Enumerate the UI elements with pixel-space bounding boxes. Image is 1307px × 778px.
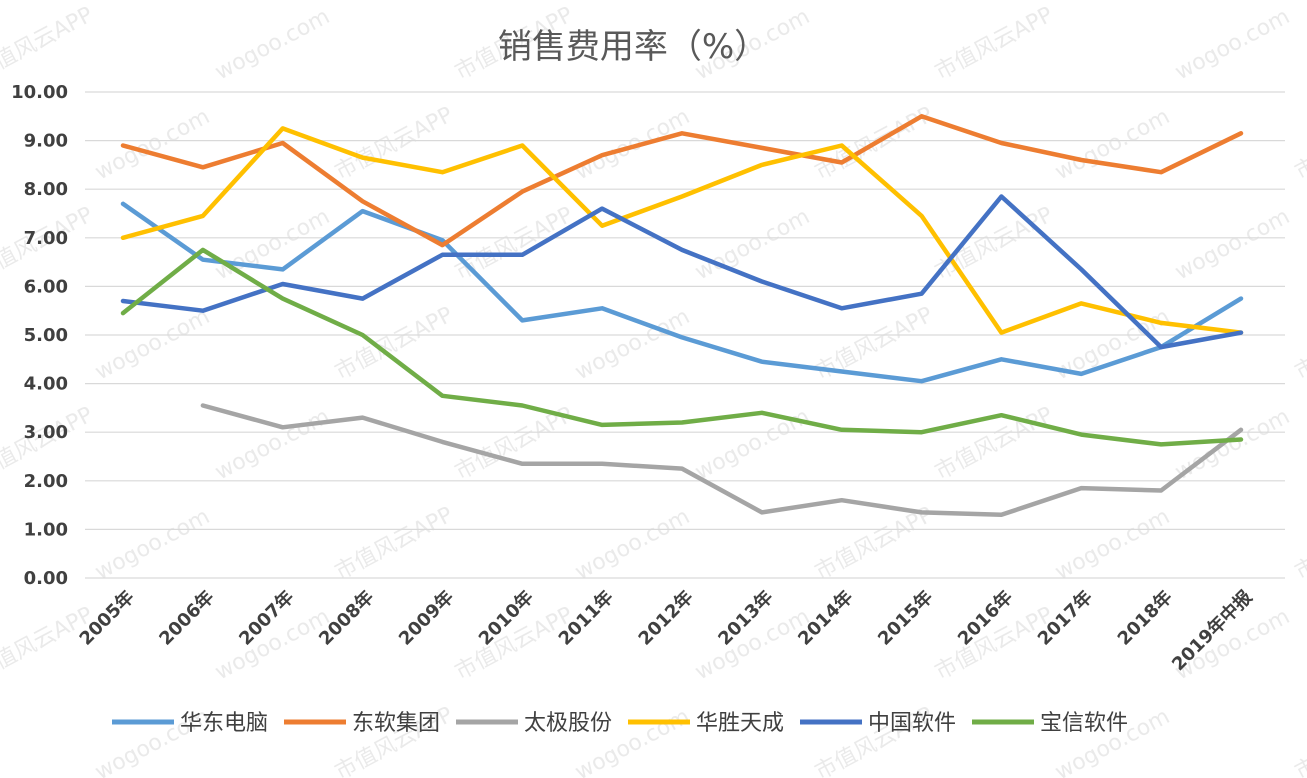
y-tick-label: 0.00 [24,568,68,589]
y-tick-label: 7.00 [24,228,68,249]
watermark-text: wogoo.com [91,504,214,585]
y-axis: 0.00 1.00 2.00 3.00 4.00 5.00 6.00 7.00 8.00 9.00… [11,82,68,589]
watermark-text: 市值风云APP [931,202,1057,285]
legend-label: 太极股份 [524,711,612,736]
chart-title: 销售费用率（%） [498,27,768,67]
watermark-text: 市值风云APP [1291,102,1307,185]
watermark-text: wogoo.com [571,504,694,585]
series-lines [120,114,1244,518]
y-tick-label: 2.00 [24,471,68,492]
series-line [120,126,1244,335]
x-tick-label: 2015年 [873,586,937,650]
watermark-text: 市值风云APP [1291,502,1307,585]
watermark-text: wogoo.com [91,104,214,185]
x-tick-label: 2009年 [394,586,458,650]
gridlines [85,91,1285,579]
series-line [200,403,1244,518]
watermark-text: 市值风云APP [811,302,937,385]
legend-label: 华胜天成 [696,711,784,736]
y-tick-label: 3.00 [24,422,68,443]
legend-label: 宝信软件 [1040,711,1128,736]
y-tick-label: 8.00 [24,179,68,200]
watermark-text: wogoo.com [91,304,214,385]
series-line [120,194,1244,350]
y-tick-label: 9.00 [24,131,68,152]
watermark-text: 市值风云APP [1291,302,1307,385]
x-tick-label: 2012年 [634,586,698,650]
watermark-text: 市值风云APP [451,202,577,285]
watermark-text: wogoo.com [211,404,334,485]
watermark-text: wogoo.com [571,304,694,385]
watermark-text: wogoo.com [1051,504,1174,585]
watermark-text: 市值风云APP [811,502,937,585]
watermark-text: 市值风云APP [931,2,1057,85]
y-tick-label: 6.00 [24,276,68,297]
y-tick-label: 4.00 [24,374,68,395]
watermark-text: wogoo.com [1171,204,1294,285]
legend-label: 中国软件 [868,711,956,736]
series-line [120,247,1244,447]
y-tick-label: 1.00 [24,519,68,540]
legend-label: 东软集团 [352,711,440,736]
watermark-text: wogoo.com [1171,4,1294,85]
watermark-text: wogoo.com [211,4,334,85]
watermark-text: 市值风云APP [331,502,457,585]
watermark-text: wogoo.com [691,204,814,285]
watermark-text: 市值风云APP [0,2,97,85]
watermark-text: 市值风云APP [1291,702,1307,778]
y-tick-label: 10.00 [11,82,68,103]
y-tick-label: 5.00 [24,325,68,346]
series-line [120,201,1244,384]
watermark-text: wogoo.com [691,404,814,485]
legend-label: 华东电脑 [180,711,268,736]
watermark-text: 市值风云APP [331,302,457,385]
legend: 华东电脑 东软集团 太极股份 华胜天成 中国软件 宝信软件 [112,711,1128,736]
watermark-text: 市值风云APP [0,602,97,685]
series-line [120,114,1244,248]
x-tick-label: 2018年 [1113,586,1177,650]
x-tick-label: 2006年 [155,586,219,650]
